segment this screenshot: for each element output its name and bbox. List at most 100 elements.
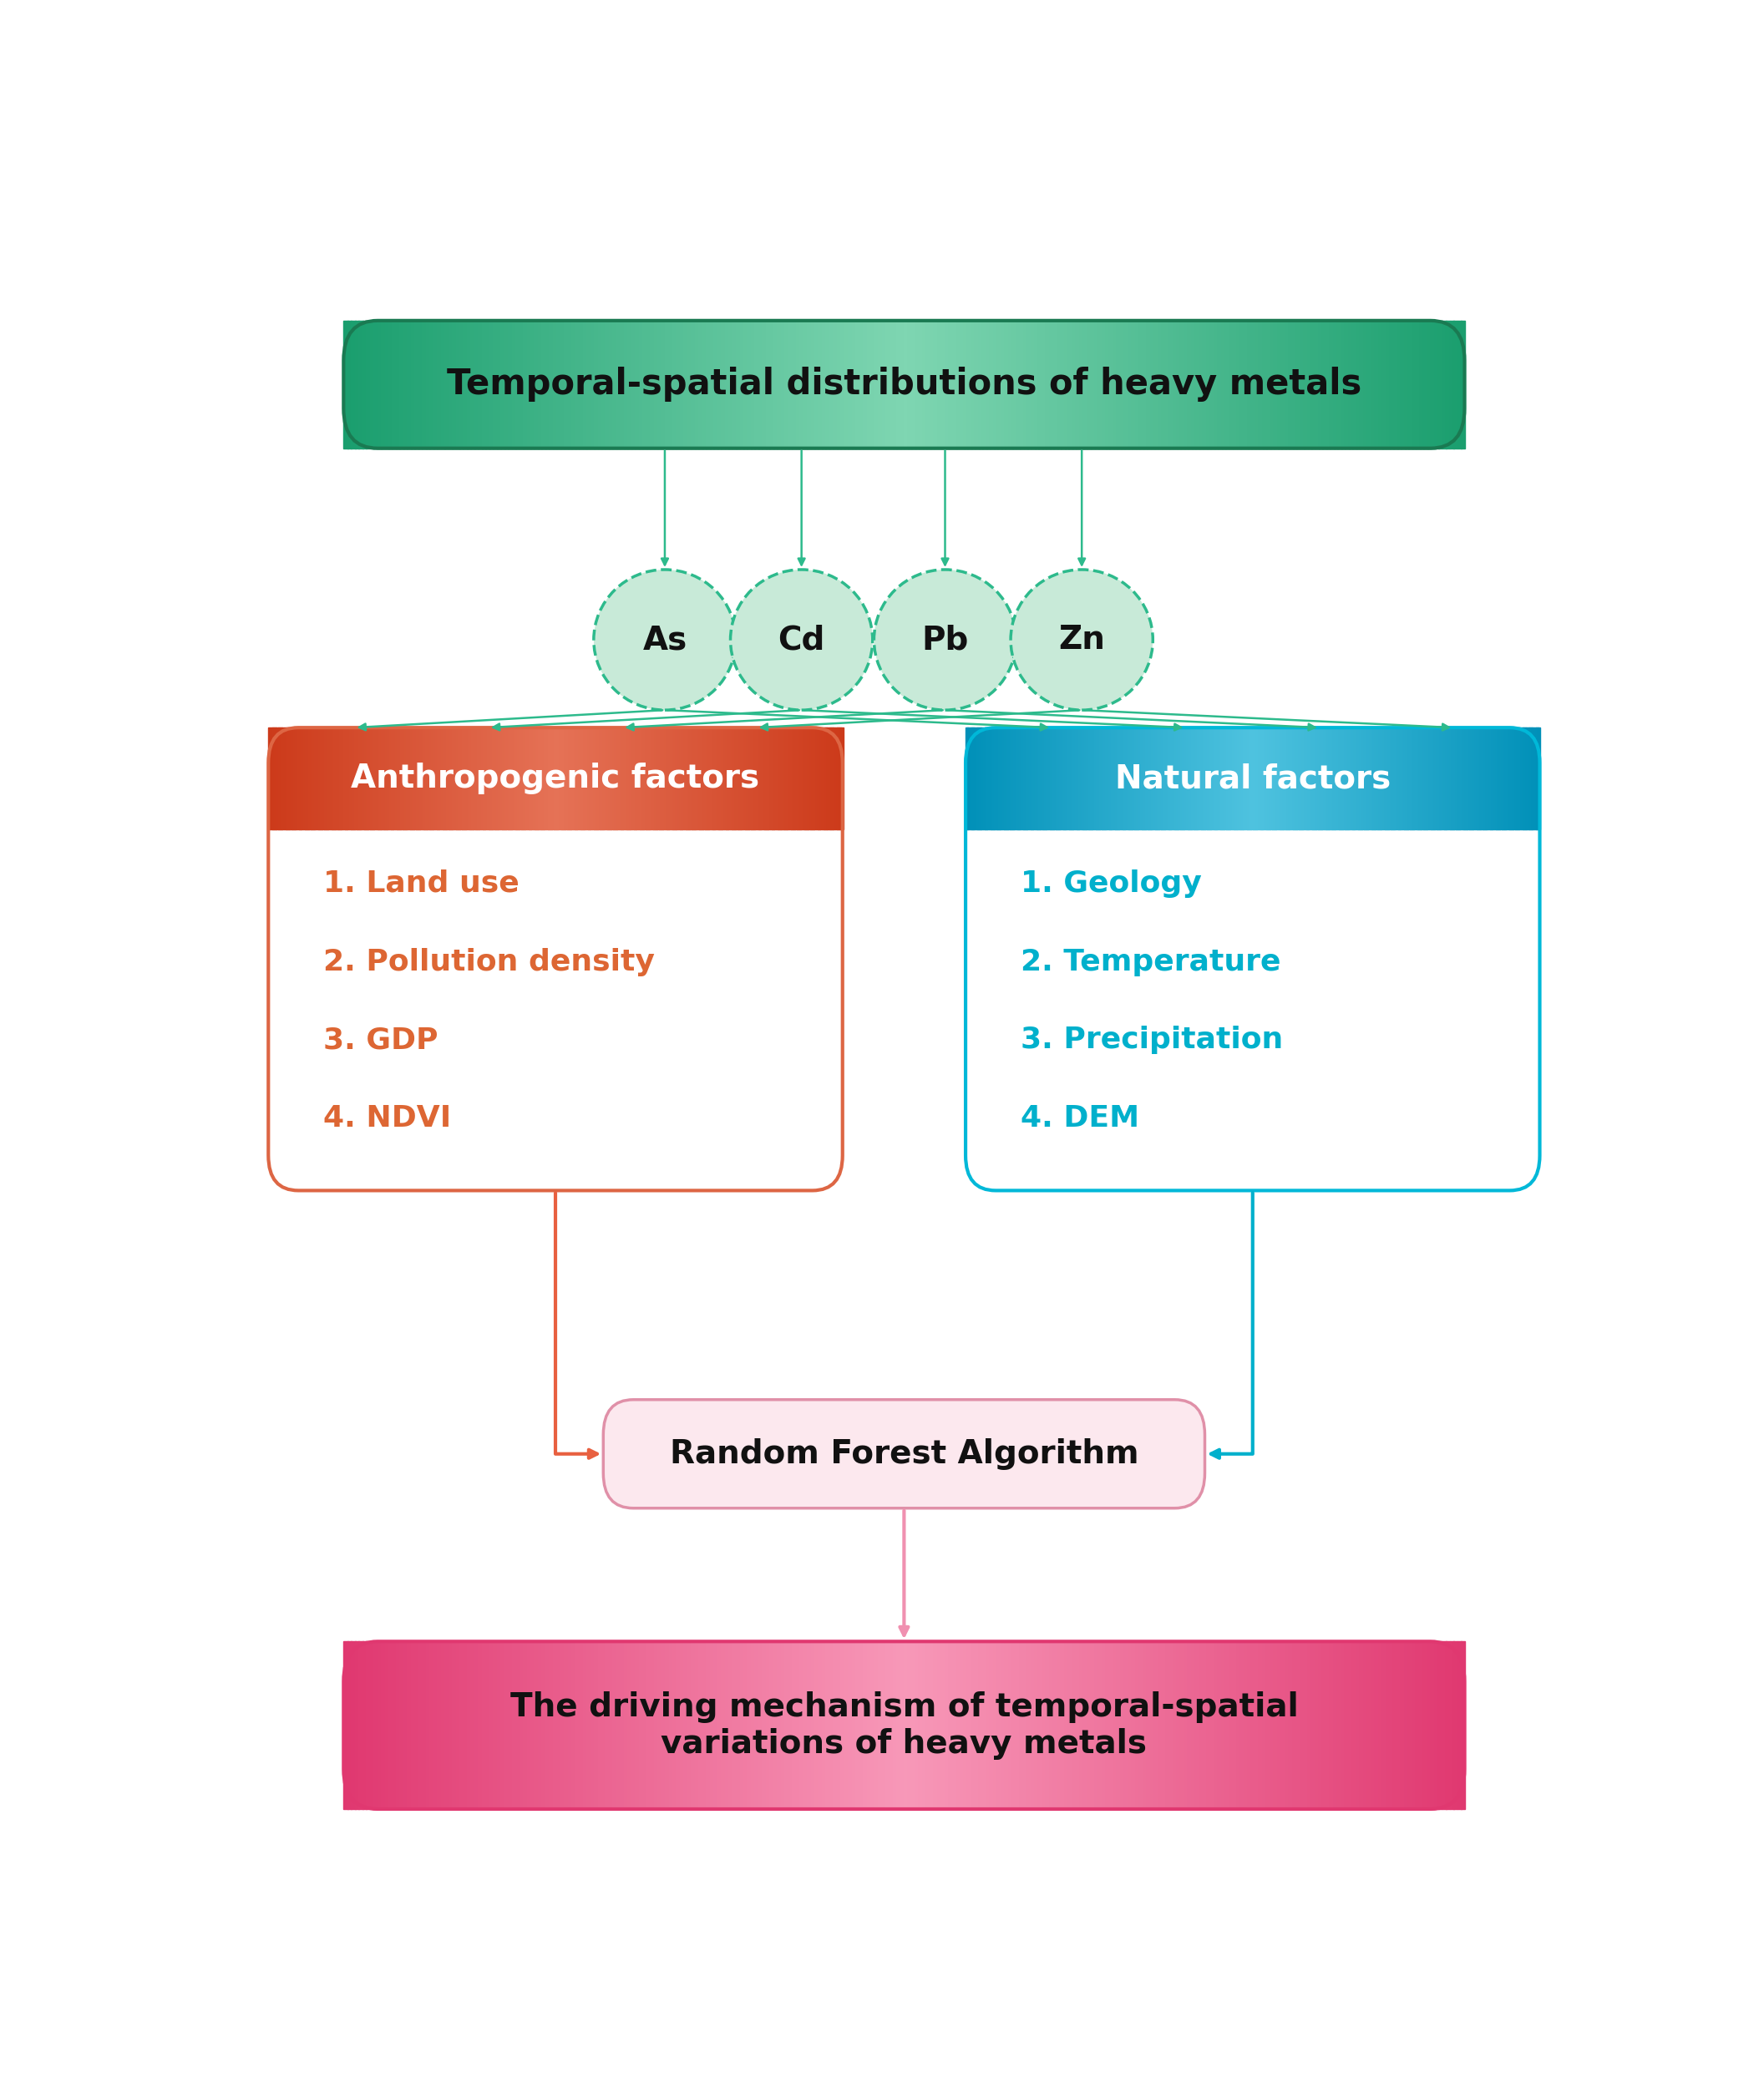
Bar [1311, 321, 1316, 448]
Bar [1076, 1642, 1080, 1810]
Bar [512, 728, 513, 829]
Bar [628, 728, 632, 829]
Bar [374, 321, 377, 448]
Bar [1297, 321, 1300, 448]
Bar [1057, 1642, 1062, 1810]
Text: 1. Land use: 1. Land use [323, 869, 519, 898]
Bar [1427, 1642, 1432, 1810]
Bar [1067, 728, 1069, 829]
Bar [351, 321, 355, 448]
Bar [406, 728, 409, 829]
Bar [707, 728, 709, 829]
Bar [1035, 1642, 1039, 1810]
Bar [1476, 728, 1480, 829]
Bar [609, 321, 614, 448]
Bar [789, 1642, 792, 1810]
Bar [616, 728, 617, 829]
Bar [598, 321, 602, 448]
Bar [545, 321, 550, 448]
Bar [1127, 728, 1129, 829]
Bar [545, 1642, 550, 1810]
Bar [1388, 728, 1392, 829]
Bar [1083, 321, 1088, 448]
Bar [1506, 728, 1510, 829]
Bar [889, 321, 894, 448]
Bar [1454, 728, 1457, 829]
Bar [1141, 728, 1145, 829]
Bar [826, 321, 831, 448]
Bar [624, 1642, 628, 1810]
Bar [663, 728, 665, 829]
Bar [889, 1642, 894, 1810]
Bar [1367, 321, 1372, 448]
Bar [1051, 728, 1055, 829]
Bar [900, 321, 905, 448]
Bar [870, 321, 875, 448]
Bar [1048, 728, 1051, 829]
Bar [665, 321, 669, 448]
Bar [1057, 728, 1060, 829]
Bar [1110, 321, 1115, 448]
Bar [1247, 1642, 1252, 1810]
Bar [429, 1642, 434, 1810]
Bar [1252, 321, 1256, 448]
Bar [489, 1642, 494, 1810]
Bar [785, 728, 789, 829]
Bar [441, 321, 445, 448]
Bar [381, 728, 385, 829]
Bar [988, 728, 991, 829]
Bar [1043, 1642, 1046, 1810]
Bar [561, 728, 564, 829]
Bar [591, 1642, 594, 1810]
Bar [1289, 728, 1291, 829]
Bar [1319, 1642, 1323, 1810]
Bar [651, 728, 654, 829]
Bar [1424, 1642, 1427, 1810]
Bar [1339, 728, 1341, 829]
Bar [582, 728, 586, 829]
Bar [455, 728, 459, 829]
Bar [810, 728, 813, 829]
Bar [575, 728, 577, 829]
Bar [829, 728, 833, 829]
Bar [1252, 728, 1256, 829]
Bar [1267, 1642, 1270, 1810]
Bar [392, 321, 397, 448]
Bar [1192, 321, 1196, 448]
Bar [436, 728, 437, 829]
Bar [654, 321, 658, 448]
Bar [624, 321, 628, 448]
Bar [1390, 728, 1394, 829]
Bar [769, 1642, 774, 1810]
Bar [385, 728, 388, 829]
Bar [690, 728, 691, 829]
Bar [1371, 1642, 1376, 1810]
Bar [1221, 728, 1222, 829]
Bar [1362, 728, 1364, 829]
Bar [1007, 728, 1011, 829]
Bar [639, 321, 644, 448]
Bar [487, 728, 489, 829]
Bar [1334, 321, 1339, 448]
Bar [557, 728, 559, 829]
Bar [729, 1642, 732, 1810]
Bar [647, 728, 649, 829]
Bar [1065, 1642, 1069, 1810]
Bar [792, 1642, 796, 1810]
Bar [1454, 1642, 1457, 1810]
Bar [1230, 321, 1233, 448]
Bar [669, 321, 674, 448]
Bar [538, 728, 542, 829]
Bar [404, 321, 407, 448]
Ellipse shape [730, 570, 873, 711]
Bar [1311, 1642, 1316, 1810]
Bar [1184, 321, 1189, 448]
Bar [404, 1642, 407, 1810]
Bar [1159, 1642, 1162, 1810]
Bar [986, 1642, 991, 1810]
Bar [536, 728, 538, 829]
Bar [448, 728, 452, 829]
Bar [1341, 1642, 1346, 1810]
Bar [896, 1642, 901, 1810]
Bar [1330, 321, 1334, 448]
